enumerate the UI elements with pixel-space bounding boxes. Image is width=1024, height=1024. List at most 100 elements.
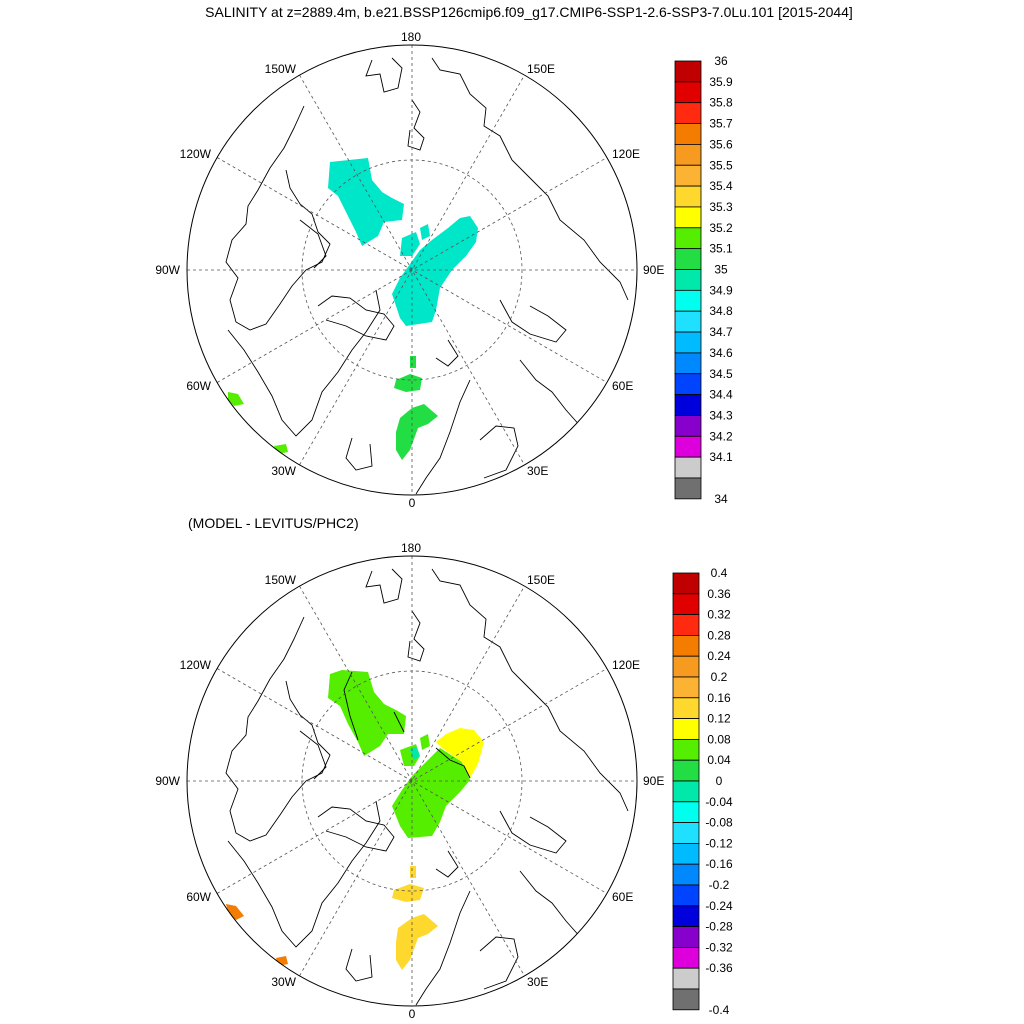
salinity-colorbar-label: 34 [714,492,728,506]
salinity-colorbar-label: 35.1 [709,242,733,256]
salinity-map-lon-labels: 180 0 90W 90E 150W 120W 60W 30W 150E 120… [155,30,664,510]
salinity-colorbar-box [674,164,702,187]
salinity-colorbar-box [674,415,702,437]
lon-label-60w: 60W [186,890,211,904]
lon-label-120e: 120E [612,658,640,672]
figure-title: SALINITY at z=2889.4m, b.e21.BSSP126cmip… [205,4,853,20]
salinity-colorbar-box [674,435,702,458]
salinity-map-fields [225,57,629,495]
salinity-colorbar-label: 34.4 [709,388,733,402]
salinity-colorbar-box [674,394,702,416]
diff-patch-labrador [226,904,244,920]
salinity-colorbar-label: 34.9 [709,283,733,297]
difference-map-coastlines [225,568,629,1006]
difference-colorbar-box [672,843,700,865]
salinity-colorbar-box [674,185,702,208]
salinity-patch-canada-basin [328,158,404,246]
salinity-colorbar-box [674,123,702,145]
difference-colorbar-box [672,739,700,761]
salinity-colorbar-label: 34.5 [709,367,733,381]
salinity-patch-labrador [228,392,244,406]
salinity-colorbar-label: 35.7 [709,117,733,131]
salinity-colorbar-label: 35.2 [709,221,733,235]
salinity-colorbar-label: 34.6 [709,346,733,360]
salinity-colorbar-label: 34.2 [709,429,733,443]
difference-colorbar-box [672,863,700,886]
salinity-colorbar-box [674,143,702,166]
difference-colorbar-box [672,697,700,719]
difference-title: (MODEL - LEVITUS/PHC2) [188,515,359,531]
difference-colorbar-label: 0.36 [707,587,731,601]
lon-label-120e: 120E [612,147,640,161]
salinity-colorbar-label: 35 [714,263,728,277]
salinity-colorbar-box [674,269,702,291]
salinity-colorbar-box [674,310,702,333]
salinity-colorbar-box [674,373,702,396]
salinity-colorbar-box [674,60,702,83]
difference-colorbar-box [672,655,700,678]
difference-colorbar-box [672,759,700,782]
salinity-colorbar-label: 35.5 [709,158,733,172]
difference-colorbar-label: 0.16 [707,691,731,705]
difference-colorbar-label: -0.28 [705,920,733,934]
salinity-colorbar-label: 34.8 [709,304,733,318]
salinity-colorbar-box [674,81,702,104]
salinity-colorbar-label: 34.3 [709,408,733,422]
salinity-patch-eurasian-basin [392,216,478,326]
salinity-colorbar-label: 35.8 [709,96,733,110]
difference-colorbar-box [672,614,700,636]
lon-label-150e: 150E [527,62,555,76]
difference-colorbar-box [672,780,700,803]
salinity-colorbar-box [674,102,702,124]
lon-label-30e: 30E [527,464,548,478]
difference-colorbar-box [672,967,700,990]
salinity-colorbar-box [674,331,702,354]
lon-label-120w: 120W [180,147,212,161]
salinity-colorbar-box [674,352,702,375]
diff-contour-canada [343,671,359,741]
lon-label-180: 180 [401,541,421,555]
difference-map-lon-labels: 180 0 90W 90E 150W 120W 60W 30W 150E 120… [155,541,664,1021]
lon-label-0: 0 [409,496,416,510]
lon-label-30w: 30W [271,464,296,478]
difference-colorbar-label: -0.32 [705,940,733,954]
salinity-colorbar-box [674,206,702,229]
salinity-patch-fram-dot [410,356,416,368]
lon-label-150w: 150W [265,62,297,76]
salinity-patch-small-2 [420,224,430,240]
salinity-colorbar-box [674,456,702,479]
difference-colorbar-box [672,593,700,615]
salinity-colorbar-box [674,477,702,500]
difference-colorbar-box [672,572,700,595]
difference-colorbar-box [672,822,700,844]
lon-label-30e: 30E [527,975,548,989]
lon-label-150w: 150W [265,573,297,587]
difference-map: 180 0 90W 90E 150W 120W 60W 30W 150E 120… [155,541,664,1021]
lon-label-30w: 30W [271,975,296,989]
difference-colorbar-label: 0.12 [707,712,731,726]
difference-map-graticule [187,556,637,1006]
salinity-patch-small-1 [400,232,420,256]
lon-label-90w: 90W [155,263,180,277]
difference-colorbar-label: 0.08 [707,732,731,746]
salinity-colorbar-label: 36 [714,54,728,68]
salinity-patch-norwegian [396,404,438,460]
diff-patch-fram-dot [410,866,416,878]
lon-label-90w: 90W [155,774,180,788]
difference-colorbar-label: 0.24 [707,649,731,663]
difference-colorbar-label: 0 [716,774,723,788]
diff-contour-gakkel [435,747,471,779]
diff-patch-gakkel-yellow [436,728,484,778]
salinity-colorbar-label: 35.9 [709,75,733,89]
difference-colorbar-box [672,947,700,969]
salinity-map: 180 0 90W 90E 150W 120W 60W 30W 150E 120… [155,30,664,510]
difference-colorbar-label: 0.4 [711,566,728,580]
difference-map-boundary [186,555,638,1007]
salinity-map-coastlines [225,57,629,495]
lon-label-150e: 150E [527,573,555,587]
diff-patch-fram [392,884,424,902]
lon-label-60w: 60W [186,379,211,393]
difference-colorbar-label: -0.04 [705,795,733,809]
difference-colorbar: 0.4 0.36 0.32 0.28 0.24 0.2 0.16 0.12 0.08 0.04 0 -… [672,566,733,1017]
diff-patch-small-green-2 [420,734,430,750]
